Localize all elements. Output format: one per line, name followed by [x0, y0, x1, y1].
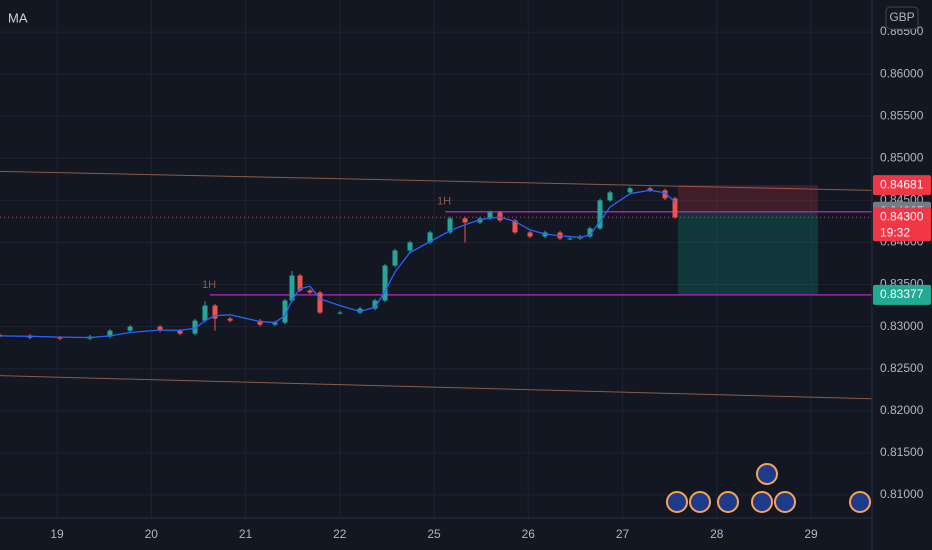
- candle-body: [177, 330, 183, 334]
- candle-body: [512, 220, 518, 233]
- x-tick-label: 25: [427, 527, 441, 541]
- candle-body: [157, 326, 163, 331]
- y-tick-label: 0.86000: [880, 66, 924, 80]
- price-axis: [872, 0, 932, 550]
- candle-body: [597, 200, 603, 229]
- candle-body: [127, 326, 133, 331]
- y-tick-label: 0.85500: [880, 108, 924, 122]
- candle-body: [627, 188, 633, 193]
- candle-body: [587, 228, 593, 237]
- candle-body: [57, 337, 63, 339]
- x-tick-label: 26: [522, 527, 536, 541]
- level-label: 1H: [202, 279, 216, 291]
- candle-body: [357, 308, 363, 313]
- candle-body: [192, 320, 198, 334]
- candle-body: [567, 238, 573, 240]
- candle-body: [527, 232, 533, 237]
- price-label: 0.84300: [880, 209, 924, 223]
- candle-body: [282, 300, 288, 323]
- indicator-label: MA: [8, 10, 28, 25]
- candle-body: [647, 188, 653, 191]
- x-tick-label: 19: [50, 527, 64, 541]
- candle-body: [337, 312, 343, 314]
- y-tick-label: 0.82500: [880, 361, 924, 375]
- level-label: 1H: [437, 196, 451, 208]
- currency-box: [885, 6, 919, 30]
- candle-body: [487, 212, 493, 219]
- candle-body: [297, 275, 303, 291]
- candle-body: [382, 265, 388, 301]
- event-icons: [666, 463, 871, 513]
- countdown: 19:32: [880, 225, 910, 239]
- candle-body: [212, 305, 218, 319]
- y-tick-label: 0.83000: [880, 319, 924, 333]
- time-axis: [0, 518, 872, 550]
- candle-body: [372, 300, 378, 309]
- x-tick-label: 20: [145, 527, 159, 541]
- price-label: 0.83377: [880, 287, 924, 301]
- x-tick-label: 21: [239, 527, 253, 541]
- candle-body: [447, 218, 453, 233]
- candle-body: [227, 318, 233, 321]
- candle-body: [392, 250, 398, 266]
- candle-body: [672, 198, 678, 218]
- y-tick-label: 0.81500: [880, 445, 924, 459]
- candle-body: [662, 190, 668, 199]
- candle-body: [307, 290, 313, 293]
- price-label-box: [873, 284, 931, 305]
- x-tick-label: 29: [804, 527, 818, 541]
- candle-body: [289, 275, 295, 301]
- currency: GBP: [889, 10, 914, 24]
- price-label: 0.84681: [880, 177, 924, 191]
- x-tick-label: 28: [710, 527, 724, 541]
- price-label-box: [873, 207, 931, 242]
- target-zone: [678, 211, 818, 295]
- candle-body: [257, 320, 263, 325]
- candle-body: [407, 242, 413, 251]
- y-tick-label: 0.82000: [880, 403, 924, 417]
- candle-body: [202, 305, 208, 321]
- y-tick-label: 0.85000: [880, 150, 924, 164]
- candle-body: [607, 192, 613, 201]
- x-tick-label: 27: [616, 527, 630, 541]
- x-tick-label: 22: [333, 527, 347, 541]
- candle-body: [497, 212, 503, 221]
- candle-body: [427, 232, 433, 243]
- y-tick-label: 0.81000: [880, 487, 924, 501]
- candle-body: [462, 218, 468, 223]
- candle-body: [317, 292, 323, 313]
- candle-body: [272, 322, 278, 325]
- trend-line: [0, 170, 873, 191]
- trend-line: [0, 375, 873, 400]
- candle-body: [107, 330, 113, 337]
- price-label-box: [873, 175, 931, 196]
- stop-zone: [678, 185, 818, 212]
- ma-line: [0, 189, 676, 339]
